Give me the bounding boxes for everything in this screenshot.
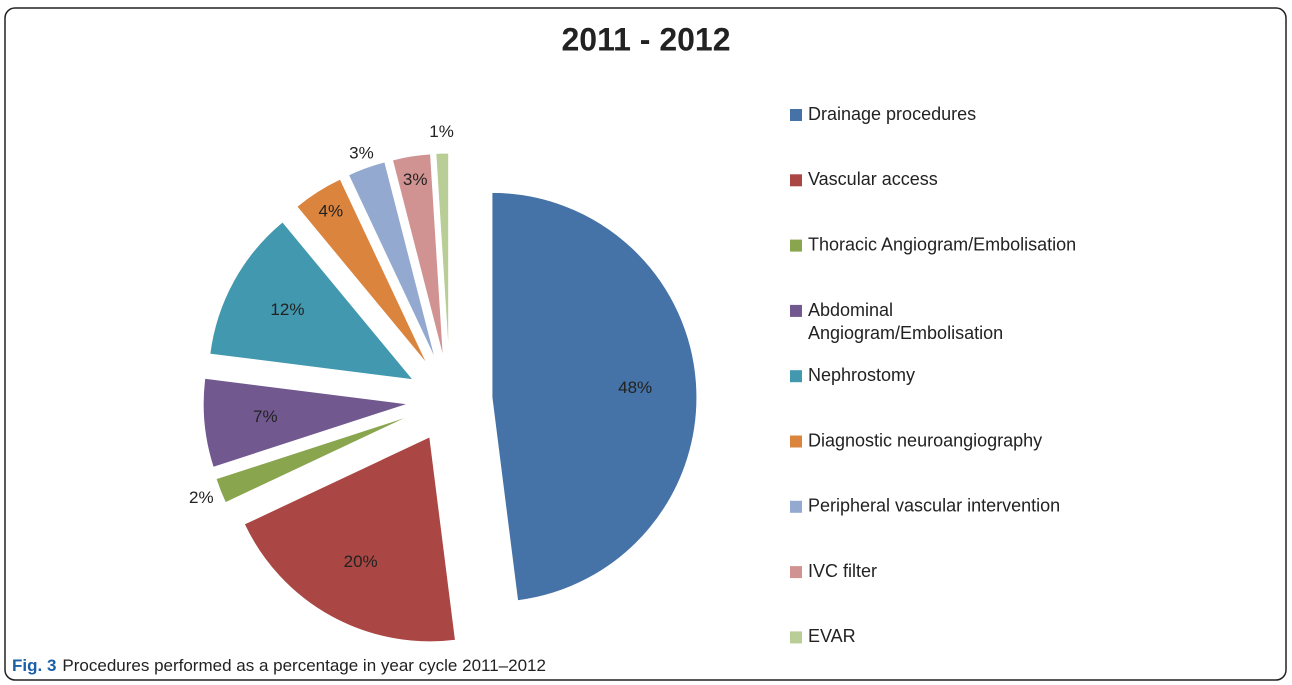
legend-swatch [790, 435, 802, 448]
legend-swatch [790, 304, 802, 317]
legend-label: IVC filter [808, 561, 877, 581]
data-label: 12% [270, 300, 304, 319]
data-label: 3% [403, 170, 428, 189]
legend-label: Diagnostic neuroangiography [808, 430, 1042, 450]
data-label: 4% [319, 202, 344, 221]
data-label: 2% [189, 488, 214, 507]
pie-slice [209, 221, 415, 381]
pie-slice [347, 161, 437, 361]
legend-swatch [790, 174, 802, 187]
legend-swatch [790, 500, 802, 513]
pie-slice [243, 436, 457, 643]
data-label: 48% [618, 378, 652, 397]
legend-swatch [790, 239, 802, 252]
legend-label: Nephrostomy [808, 365, 915, 385]
legend-swatch [790, 370, 802, 383]
pie-slice [296, 178, 428, 365]
caption: Fig. 3 Procedures performed as a percenta… [12, 656, 546, 675]
chart-title: 2011 - 2012 [561, 21, 730, 57]
legend-swatch [790, 109, 802, 121]
caption-label: Fig. 3 [12, 656, 56, 675]
legend-label: Thoracic Angiogram/Embolisation [808, 234, 1076, 254]
legend-label: Vascular access [808, 169, 938, 189]
legend-label: Drainage procedures [808, 104, 976, 124]
legend-label: EVAR [808, 626, 856, 646]
pie-slice [215, 414, 412, 504]
data-label: 1% [429, 122, 454, 141]
caption-text: Procedures performed as a percentage in … [62, 656, 546, 675]
legend-swatch [790, 566, 802, 579]
pie-slice [491, 191, 698, 602]
legend-label: Peripheral vascular intervention [808, 496, 1060, 516]
legend-swatch [790, 631, 802, 644]
data-label: 20% [344, 552, 378, 571]
pie-slice [391, 153, 444, 359]
pie-slice [202, 377, 409, 468]
data-label: 7% [253, 407, 278, 426]
data-label: 3% [349, 144, 374, 163]
pie-slice [435, 152, 450, 359]
legend-label: Abdominal Angiogram/Embolisation [808, 300, 1003, 343]
